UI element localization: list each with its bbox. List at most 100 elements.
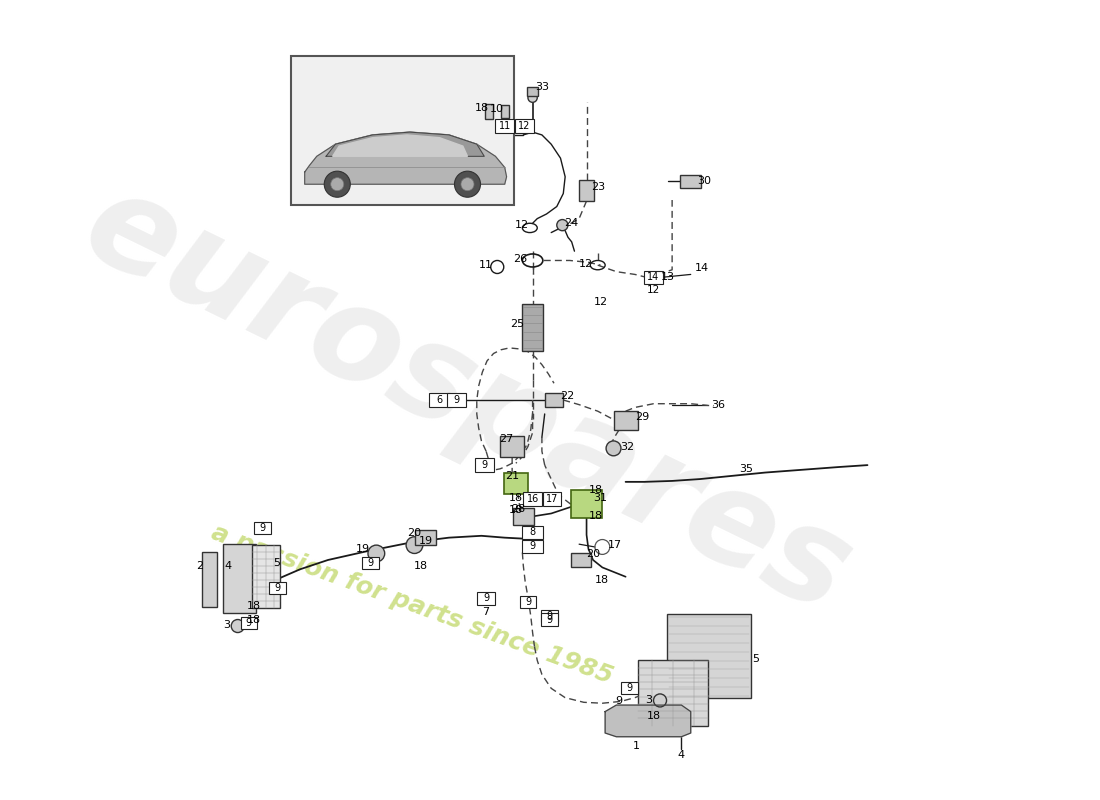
Text: 12: 12: [515, 220, 529, 230]
Text: 11: 11: [480, 260, 493, 270]
Circle shape: [461, 178, 474, 190]
Circle shape: [528, 93, 537, 102]
Text: 3: 3: [223, 620, 230, 630]
Bar: [544, 394, 563, 406]
Text: 9: 9: [483, 593, 490, 603]
Text: 12: 12: [647, 286, 660, 295]
Bar: [515, 118, 534, 133]
Text: eurospares: eurospares: [65, 160, 870, 640]
Text: 26: 26: [514, 254, 528, 264]
Text: 10: 10: [491, 104, 504, 114]
Text: 33: 33: [535, 82, 549, 93]
Text: 25: 25: [509, 318, 524, 329]
Bar: [621, 682, 638, 694]
Polygon shape: [605, 705, 691, 737]
Text: 9: 9: [616, 696, 623, 706]
Circle shape: [606, 441, 621, 456]
Text: 30: 30: [697, 177, 712, 186]
Text: 9: 9: [626, 683, 632, 694]
Bar: [504, 474, 528, 494]
Bar: [579, 181, 594, 201]
Text: a passion for parts since 1985: a passion for parts since 1985: [208, 521, 616, 689]
Text: 1: 1: [634, 741, 640, 751]
Text: 18: 18: [509, 493, 522, 502]
Text: 18: 18: [474, 103, 488, 113]
Text: 20: 20: [407, 528, 421, 538]
Polygon shape: [332, 135, 468, 156]
Text: 14: 14: [695, 263, 710, 273]
Polygon shape: [326, 132, 484, 156]
Text: 6: 6: [437, 395, 442, 405]
Bar: [681, 175, 701, 188]
Bar: [475, 458, 494, 472]
Text: 14: 14: [648, 272, 660, 282]
Bar: [571, 553, 591, 567]
Text: 24: 24: [564, 218, 579, 228]
Text: 23: 23: [591, 182, 605, 192]
Text: 9: 9: [275, 583, 280, 593]
Circle shape: [231, 619, 244, 633]
Text: 4: 4: [678, 750, 685, 760]
Circle shape: [368, 545, 385, 562]
Text: 7: 7: [483, 607, 490, 617]
Text: 9: 9: [525, 597, 531, 607]
Text: 5: 5: [752, 654, 759, 663]
Bar: [519, 596, 537, 608]
Text: 11: 11: [498, 121, 510, 130]
Text: 4: 4: [224, 561, 231, 570]
Circle shape: [653, 694, 667, 707]
Bar: [241, 617, 257, 630]
Bar: [447, 393, 465, 407]
Bar: [541, 610, 558, 622]
Bar: [571, 490, 603, 518]
Text: 9: 9: [453, 395, 460, 405]
Circle shape: [454, 171, 481, 198]
Text: 18: 18: [588, 486, 603, 495]
Text: 18: 18: [595, 574, 609, 585]
Text: 17: 17: [546, 494, 559, 503]
Text: 27: 27: [499, 434, 514, 444]
Bar: [495, 118, 514, 133]
Text: 8: 8: [529, 527, 536, 537]
Text: 9: 9: [367, 558, 374, 568]
Bar: [522, 304, 542, 350]
Text: 12: 12: [518, 121, 530, 130]
Bar: [614, 411, 638, 430]
Text: 9: 9: [481, 460, 487, 470]
Text: 9: 9: [245, 618, 252, 628]
Text: 12: 12: [593, 298, 607, 307]
Text: 19: 19: [356, 544, 371, 554]
Text: 18: 18: [246, 602, 261, 611]
Polygon shape: [305, 132, 507, 184]
Text: 21: 21: [505, 471, 519, 482]
Bar: [429, 393, 450, 407]
Bar: [645, 270, 663, 284]
Bar: [524, 492, 542, 506]
Bar: [202, 552, 218, 607]
Text: 31: 31: [594, 493, 607, 502]
Text: 18: 18: [509, 505, 522, 514]
Text: 29: 29: [635, 412, 649, 422]
Text: 20: 20: [586, 550, 601, 559]
Text: 36: 36: [712, 400, 726, 410]
Bar: [223, 544, 256, 614]
Bar: [362, 557, 380, 569]
Circle shape: [324, 171, 350, 198]
Text: 18: 18: [414, 561, 428, 570]
Text: 16: 16: [527, 494, 539, 503]
Bar: [290, 56, 514, 205]
Text: 19: 19: [419, 536, 432, 546]
Bar: [416, 530, 436, 545]
Bar: [527, 86, 538, 96]
Text: 9: 9: [260, 523, 266, 534]
Text: 35: 35: [739, 464, 754, 474]
Text: 9: 9: [529, 541, 536, 551]
Circle shape: [331, 178, 344, 190]
Text: 18: 18: [588, 511, 603, 522]
Bar: [476, 592, 495, 605]
Text: 13: 13: [660, 272, 674, 282]
Text: 18: 18: [647, 711, 661, 722]
Bar: [270, 582, 286, 594]
Bar: [522, 526, 542, 538]
Bar: [500, 105, 509, 118]
